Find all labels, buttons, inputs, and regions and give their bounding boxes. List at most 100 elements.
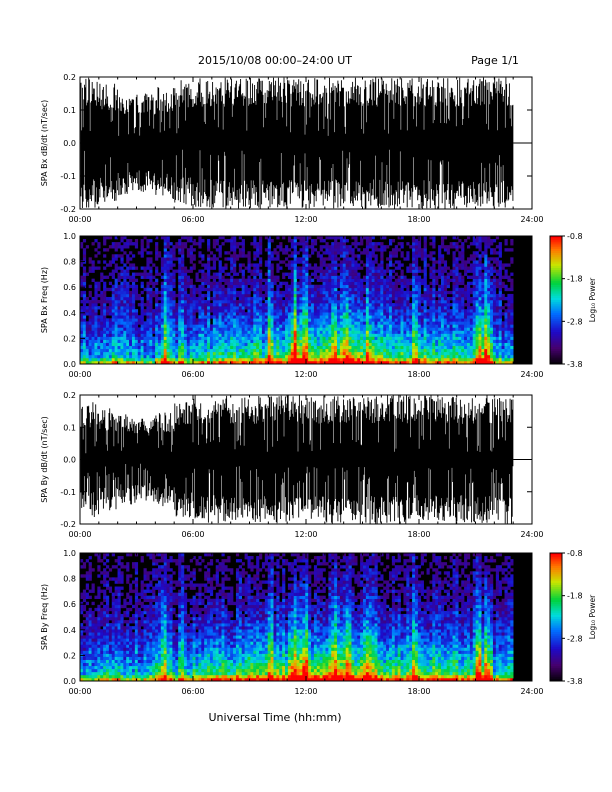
spectrogram-cell xyxy=(279,324,283,328)
spectrogram-cell xyxy=(238,242,243,246)
spectrogram-cell xyxy=(230,248,234,252)
spectrogram-cell xyxy=(215,281,219,286)
spectrogram-cell xyxy=(452,312,456,316)
spectrogram-cell xyxy=(305,339,309,343)
spectrogram-cell xyxy=(163,330,167,334)
spectrogram-cell xyxy=(175,269,179,273)
spectrogram-cell xyxy=(235,342,240,347)
spectrogram-cell xyxy=(218,318,222,322)
spectrogram-cell xyxy=(235,330,240,334)
spectrogram-cell xyxy=(386,339,390,343)
spectrogram-cell xyxy=(247,287,251,292)
spectrogram-cell xyxy=(400,293,404,298)
spectrogram-cell xyxy=(432,318,436,322)
spectrogram-cell xyxy=(357,254,361,258)
spectrogram-cell xyxy=(345,336,349,340)
spectrogram-cell xyxy=(82,269,87,273)
spectrogram-cell xyxy=(374,303,378,307)
spectrogram-cell xyxy=(80,312,84,316)
spectrogram-cell xyxy=(464,351,468,356)
spectrogram-cell xyxy=(383,354,387,359)
spectrogram-cell xyxy=(276,284,280,289)
spectrogram-cell xyxy=(241,351,245,356)
spectrogram-cell xyxy=(478,303,482,307)
spectrogram-cell xyxy=(259,315,263,319)
spectrogram-cell xyxy=(94,296,98,301)
spectrogram-cell xyxy=(215,360,219,365)
spectrogram-cell xyxy=(452,257,456,261)
spectrogram-cell xyxy=(256,263,260,267)
spectrogram-cell xyxy=(129,318,133,322)
spectrogram-cell xyxy=(259,290,263,295)
spectrogram-cell xyxy=(157,342,162,347)
spectrogram-cell xyxy=(469,336,474,340)
spectrogram-cell xyxy=(383,318,387,322)
spectrogram-cell xyxy=(235,278,240,283)
spectrogram-cell xyxy=(417,315,422,319)
spectrogram-cell xyxy=(475,287,479,292)
spectrogram-cell xyxy=(181,242,185,246)
spectrogram-cell xyxy=(388,300,393,304)
spectrogram-cell xyxy=(440,260,445,264)
spectrogram-cell xyxy=(461,345,465,350)
spectrogram-cell xyxy=(290,300,294,304)
spectrogram-cell xyxy=(391,263,396,267)
spectrogram-cell xyxy=(363,303,367,307)
spectrogram-cell xyxy=(313,293,318,298)
spectrogram-cell xyxy=(233,269,237,273)
spectrogram-cell xyxy=(345,312,349,316)
spectrogram-cell xyxy=(169,275,173,279)
spectrogram-cell xyxy=(452,303,456,307)
spectrogram-cell xyxy=(420,339,424,343)
spectrogram-cell xyxy=(178,275,182,279)
spectrogram-cell xyxy=(230,281,234,286)
spectrogram-cell xyxy=(414,272,419,276)
spectrogram-cell xyxy=(400,284,404,289)
spectrogram-cell xyxy=(285,342,289,347)
spectrogram-cell xyxy=(192,315,196,319)
spectrogram-cell xyxy=(466,312,471,316)
spectrogram-cell xyxy=(409,339,413,343)
spectrogram-cell xyxy=(218,266,222,270)
spectrogram-cell xyxy=(420,269,424,273)
spectrogram-cell xyxy=(123,293,127,298)
spectrogram-cell xyxy=(458,278,462,283)
spectrogram-cell xyxy=(189,339,193,343)
spectrogram-cell xyxy=(345,303,349,307)
spectrogram-cell xyxy=(449,272,453,276)
spectrogram-cell xyxy=(345,327,349,331)
spectrogram-cell xyxy=(377,321,381,325)
spectrogram-cell xyxy=(267,300,271,304)
spectrogram-cell xyxy=(100,296,104,301)
spectrogram-cell xyxy=(230,236,234,240)
spectrogram-cell xyxy=(207,360,211,365)
spectrogram-cell xyxy=(235,345,240,350)
spectrogram-cell xyxy=(114,309,118,313)
spectrogram-cell xyxy=(267,239,271,243)
spectrogram-cell xyxy=(238,330,243,334)
spectrogram-cell xyxy=(186,296,191,301)
spectrogram-cell xyxy=(261,324,266,328)
spectrogram-cell xyxy=(256,242,260,246)
spectrogram-cell xyxy=(160,345,165,350)
spectrogram-cell xyxy=(195,290,199,295)
spectrogram-cell xyxy=(270,327,274,331)
spectrogram-cell xyxy=(345,284,349,289)
spectrogram-cell xyxy=(403,318,407,322)
spectrogram-cell xyxy=(305,281,309,286)
spectrogram-cell xyxy=(386,327,390,331)
spectrogram-cell xyxy=(360,296,364,301)
spectrogram-cell xyxy=(186,269,191,273)
spectrogram-cell xyxy=(279,330,283,334)
spectrogram-cell xyxy=(322,309,326,313)
spectrogram-cell xyxy=(114,257,118,261)
spectrogram-cell xyxy=(114,278,118,283)
spectrogram-cell xyxy=(204,354,208,359)
spectrogram-cell xyxy=(466,275,471,279)
spectrogram-cell xyxy=(282,318,286,322)
spectrogram-cell xyxy=(334,336,338,340)
spectrogram-cell xyxy=(400,318,404,322)
spectrogram-cell xyxy=(137,303,141,307)
spectrogram-cell xyxy=(417,327,422,331)
spectrogram-cell xyxy=(175,303,179,307)
